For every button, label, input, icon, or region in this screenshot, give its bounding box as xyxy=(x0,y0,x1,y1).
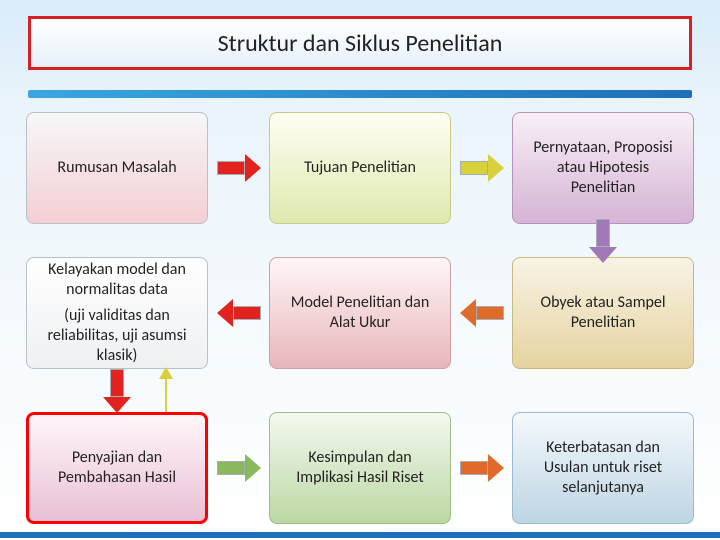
node-n32: Kesimpulan dan Implikasi Hasil Riset xyxy=(269,412,451,524)
title-box: Struktur dan Siklus Penelitian xyxy=(28,16,692,70)
node-n31: Penyajian dan Pembahasan Hasil xyxy=(26,412,208,524)
node-n22: Model Penelitian dan Alat Ukur xyxy=(269,257,451,369)
divider-top xyxy=(28,90,692,98)
node-n13: Pernyataan, Proposisi atau Hipotesis Pen… xyxy=(512,112,694,224)
diagram-area: Rumusan Masalah Tujuan Penelitian Pernyata… xyxy=(26,112,694,528)
arrow-loop-head xyxy=(159,367,173,379)
divider-bottom xyxy=(0,532,720,538)
node-n12: Tujuan Penelitian xyxy=(269,112,451,224)
node-n11: Rumusan Masalah xyxy=(26,112,208,224)
node-n33: Keterbatasan dan Usulan untuk riset sela… xyxy=(512,412,694,524)
node-n23: Obyek atau Sampel Penelitian xyxy=(512,257,694,369)
node-n21: Kelayakan model dan normalitas data(uji … xyxy=(26,257,208,369)
page-title: Struktur dan Siklus Penelitian xyxy=(218,29,503,58)
